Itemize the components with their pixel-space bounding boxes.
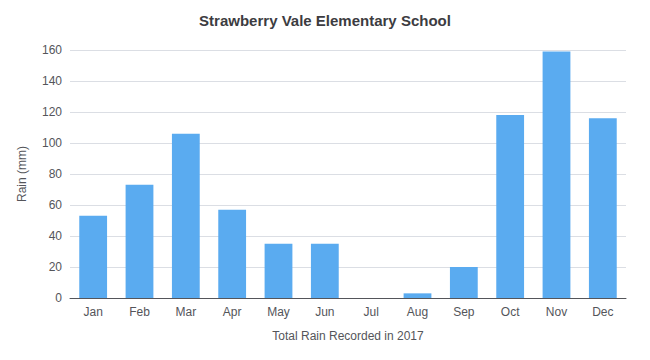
svg-text:Jan: Jan (83, 305, 102, 319)
svg-text:140: 140 (42, 74, 62, 88)
svg-text:100: 100 (42, 136, 62, 150)
svg-text:40: 40 (49, 229, 63, 243)
svg-text:120: 120 (42, 105, 62, 119)
svg-text:Dec: Dec (592, 305, 613, 319)
svg-text:Rain (mm): Rain (mm) (15, 146, 29, 202)
svg-text:Feb: Feb (129, 305, 150, 319)
svg-text:Oct: Oct (501, 305, 520, 319)
svg-text:Strawberry Vale Elementary Sch: Strawberry Vale Elementary School (199, 12, 451, 29)
svg-text:0: 0 (55, 291, 62, 305)
svg-text:May: May (267, 305, 290, 319)
svg-text:Nov: Nov (546, 305, 567, 319)
svg-text:60: 60 (49, 198, 63, 212)
svg-text:20: 20 (49, 260, 63, 274)
svg-text:160: 160 (42, 43, 62, 57)
svg-text:Jun: Jun (315, 305, 334, 319)
svg-text:Mar: Mar (175, 305, 196, 319)
svg-text:Sep: Sep (453, 305, 475, 319)
svg-text:80: 80 (49, 167, 63, 181)
svg-text:Total Rain Recorded in 2017: Total Rain Recorded in 2017 (272, 329, 424, 343)
svg-text:Apr: Apr (223, 305, 242, 319)
svg-text:Jul: Jul (363, 305, 378, 319)
svg-text:Aug: Aug (407, 305, 428, 319)
